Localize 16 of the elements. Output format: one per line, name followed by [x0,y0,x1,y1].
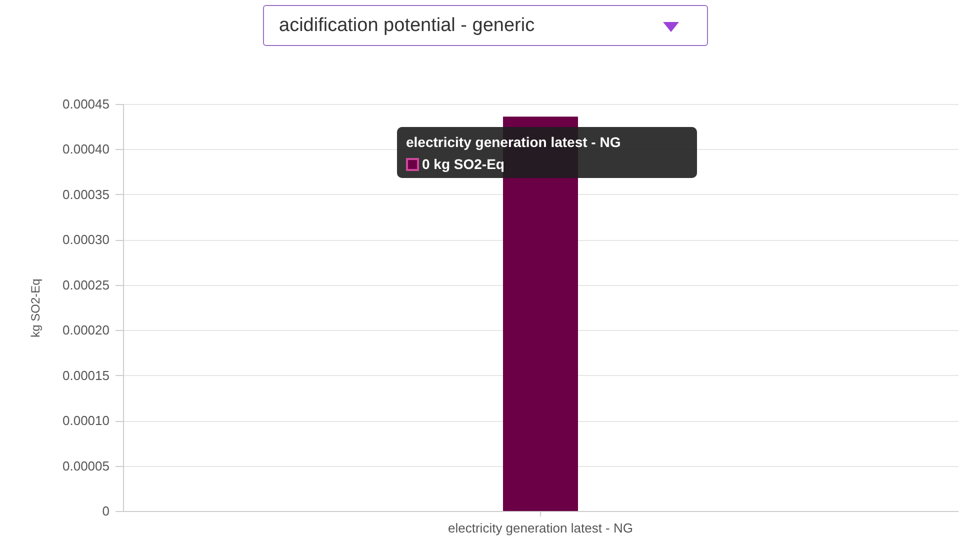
annotation: 0 kg SO2-Eq [422,156,504,172]
y-tick-label: 0.00010 [62,413,110,428]
annotation: electricity generation latest - NG [406,133,622,152]
y-tick-label: 0.00005 [62,458,110,474]
y-tick-label: 0 [102,504,110,518]
y-tick-label: 0.00045 [62,96,110,112]
dropdown: acidification potential - generic [263,5,708,46]
chart-title: acidification potential - generic [279,14,535,36]
y-tick-label: 0.00015 [62,368,110,383]
y-tick-label: 0.00040 [62,142,110,157]
y-tick-label: 0.00030 [62,232,110,248]
y-tick-label: 0.00025 [62,277,110,292]
tooltip: electricity generation latest - NG 0 kg SO2-Eq [397,127,697,178]
y-axis-title: kg SO2-Eq [28,278,43,338]
y-tick-label: 0.00035 [62,186,110,202]
y-tick-label: 0.00020 [62,322,110,338]
